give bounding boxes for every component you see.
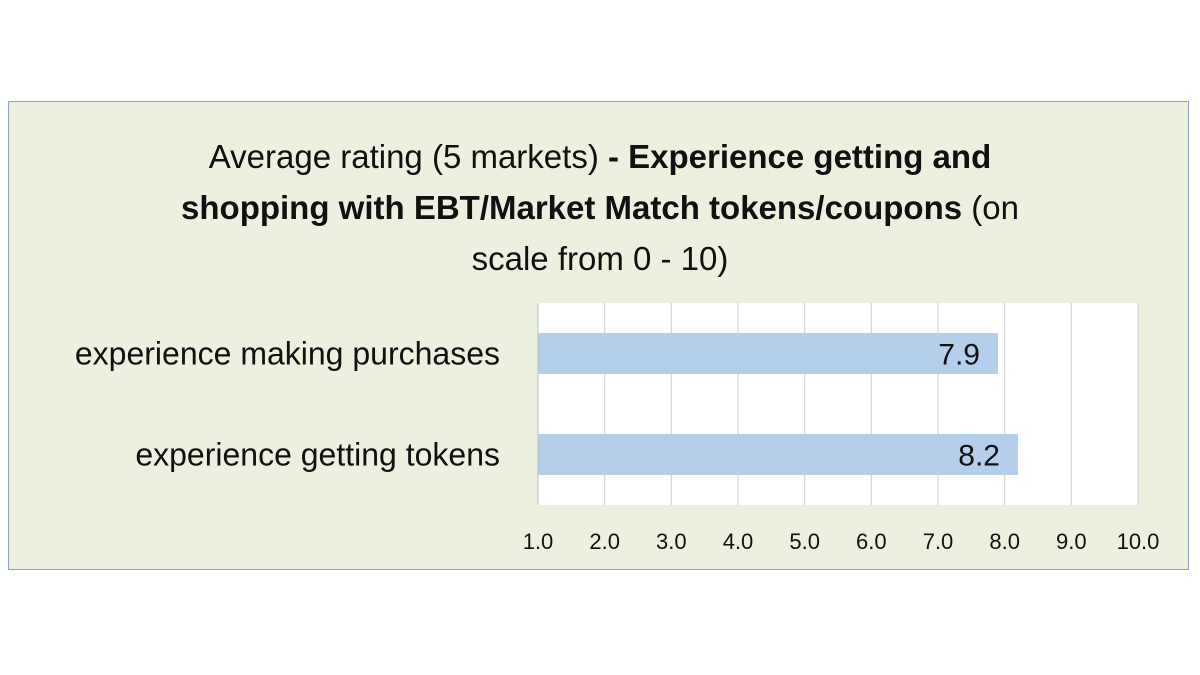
x-tick-label: 10.0 — [1117, 529, 1160, 554]
x-tick-label: 9.0 — [1056, 529, 1087, 554]
title-part-3: shopping with EBT/Market Match tokens/co… — [181, 189, 963, 226]
chart-title-line-3: scale from 0 - 10) — [0, 233, 1200, 284]
x-tick-label: 2.0 — [589, 529, 620, 554]
bar — [538, 434, 1018, 475]
x-tick-label: 6.0 — [856, 529, 887, 554]
category-label: experience getting tokens — [135, 437, 500, 473]
chart-title-line-2: shopping with EBT/Market Match tokens/co… — [0, 182, 1200, 233]
chart-title: Average rating (5 markets) - Experience … — [0, 131, 1200, 284]
x-tick-label: 5.0 — [789, 529, 820, 554]
chart-title-line-1: Average rating (5 markets) - Experience … — [0, 131, 1200, 182]
x-tick-label: 8.0 — [989, 529, 1020, 554]
title-part-1: Average rating (5 markets) — [208, 138, 608, 175]
title-part-4: (on — [962, 189, 1019, 226]
title-part-2: - Experience getting and — [607, 138, 992, 175]
data-label: 8.2 — [958, 440, 1000, 473]
x-tick-label: 4.0 — [723, 529, 754, 554]
x-tick-label: 1.0 — [523, 529, 554, 554]
x-tick-label: 3.0 — [656, 529, 687, 554]
bar — [538, 333, 998, 374]
data-label: 7.9 — [938, 339, 980, 372]
x-tick-label: 7.0 — [923, 529, 954, 554]
category-label: experience making purchases — [75, 336, 500, 372]
title-part-5: scale from 0 - 10) — [471, 240, 729, 277]
